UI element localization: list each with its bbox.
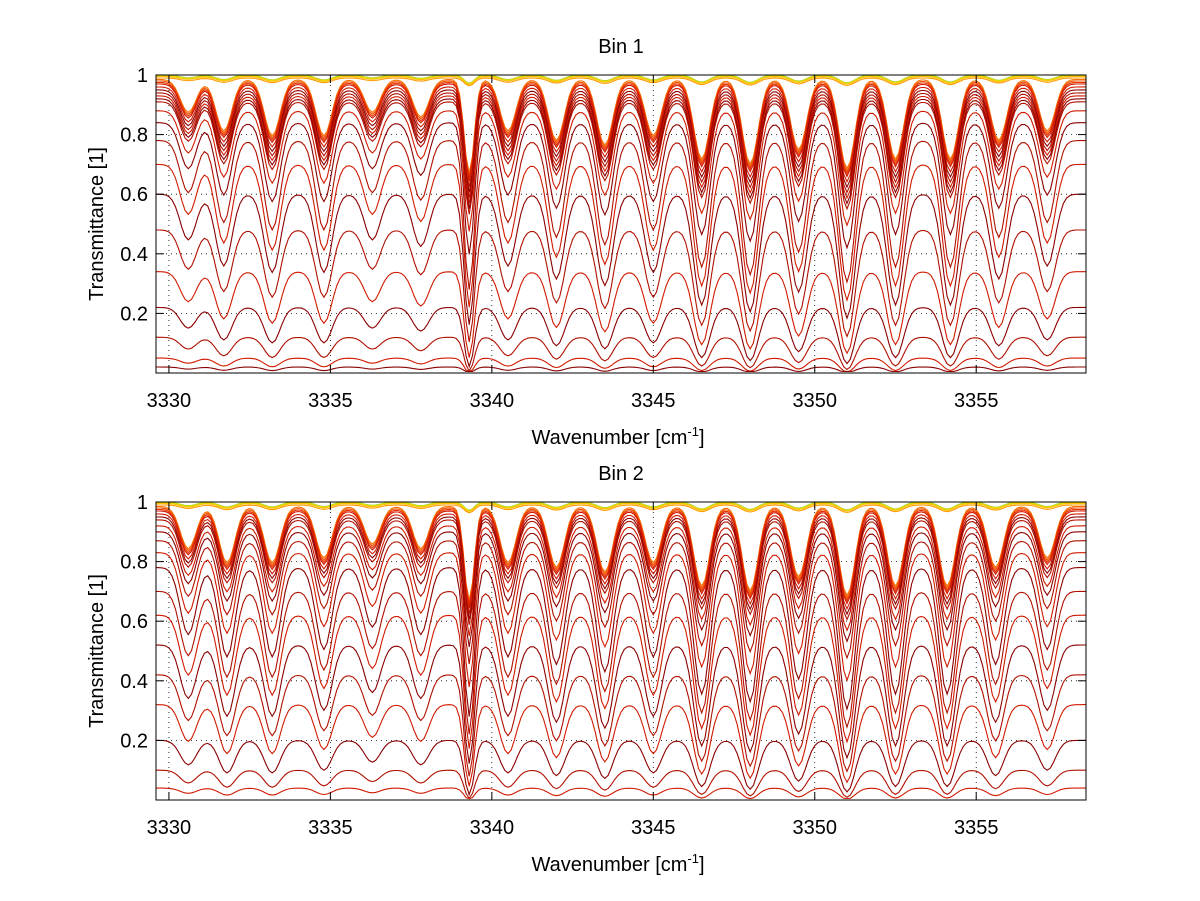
plot-area	[156, 502, 1086, 800]
x-tick-label: 3340	[470, 390, 515, 412]
series-line	[155, 193, 1086, 325]
series-line	[156, 504, 1086, 514]
series-line	[155, 336, 1086, 373]
series-line	[156, 110, 1086, 232]
series-line	[156, 614, 1086, 749]
series-line	[156, 787, 1086, 800]
series-line	[156, 95, 1086, 204]
series-line	[156, 501, 1086, 511]
series-line	[155, 531, 1086, 648]
y-tick-label: 1	[137, 65, 148, 87]
chart-panel-bin-1: Bin 1 3330 3335 3340 3345 3350 3355 0.2 0.4 0.6…	[86, 36, 1087, 449]
series-line	[156, 366, 1086, 373]
series-line	[156, 704, 1086, 787]
x-tick-label: 3355	[954, 390, 999, 412]
series-line	[156, 769, 1086, 800]
series-line	[155, 101, 1086, 215]
series-line	[156, 540, 1086, 665]
x-axis-ticks: 3330 3335 3340 3345 3350 3355	[147, 75, 999, 412]
x-tick-label: 3350	[793, 817, 838, 839]
series-line	[156, 78, 1086, 174]
series-line	[156, 75, 1086, 86]
series-line	[156, 122, 1086, 255]
series-line	[155, 163, 1086, 308]
x-tick-label: 3330	[147, 817, 192, 839]
series-line	[156, 77, 1086, 87]
series-group	[155, 501, 1086, 800]
plot-frame	[155, 74, 1087, 374]
series-line	[156, 89, 1086, 193]
series-line	[156, 644, 1086, 764]
series-line	[156, 552, 1086, 688]
series-line	[156, 75, 1086, 85]
chart-title: Bin 1	[598, 36, 644, 58]
y-tick-label: 0.4	[120, 671, 148, 693]
series-group	[155, 74, 1086, 373]
series-line	[156, 502, 1086, 512]
series-line	[155, 513, 1086, 614]
y-tick-label: 0.2	[120, 303, 148, 325]
x-tick-label: 3350	[793, 390, 838, 412]
x-tick-label: 3330	[147, 390, 192, 412]
series-line	[156, 80, 1086, 177]
series-line	[156, 140, 1086, 290]
x-tick-label: 3355	[954, 817, 999, 839]
y-tick-label: 0.8	[120, 125, 148, 147]
series-line	[156, 739, 1086, 797]
x-axis-ticks: 3330 3335 3340 3345 3350 3355	[147, 502, 999, 839]
x-tick-label: 3345	[631, 817, 676, 839]
x-axis-label: Wavenumber [cm-1]	[531, 424, 704, 449]
x-tick-label: 3335	[308, 390, 353, 412]
series-line	[155, 590, 1086, 735]
x-tick-label: 3335	[308, 817, 353, 839]
y-tick-label: 0.4	[120, 244, 148, 266]
series-line	[156, 510, 1086, 609]
y-axis-ticks: 0.2 0.4 0.6 0.8 1	[120, 65, 1086, 325]
series-line	[156, 271, 1086, 358]
y-tick-label: 0.8	[120, 552, 148, 574]
y-tick-label: 0.6	[120, 611, 148, 633]
x-tick-label: 3340	[470, 817, 515, 839]
series-line	[156, 507, 1086, 604]
y-axis-ticks: 0.2 0.4 0.6 0.8 1	[120, 492, 1086, 752]
series-line	[156, 98, 1086, 209]
plot-area	[156, 75, 1086, 373]
series-line	[155, 306, 1086, 369]
chart-panel-bin-2: Bin 2 3330 3335 3340 3345 3350 3355 0.2 0.4 0.6…	[86, 463, 1087, 876]
y-axis-label: Transmittance [1]	[86, 574, 108, 728]
chart-title: Bin 2	[598, 463, 644, 485]
series-line	[156, 92, 1086, 198]
x-tick-label: 3345	[631, 390, 676, 412]
series-line	[156, 229, 1086, 343]
series-line	[155, 83, 1086, 182]
y-axis-label: Transmittance [1]	[86, 147, 108, 301]
series-line	[156, 525, 1086, 636]
series-line	[156, 81, 1086, 179]
series-line	[155, 567, 1086, 717]
x-axis-label: Wavenumber [cm-1]	[531, 851, 704, 876]
series-line	[156, 674, 1086, 777]
y-tick-label: 1	[137, 492, 148, 514]
y-tick-label: 0.6	[120, 184, 148, 206]
series-line	[156, 508, 1086, 606]
series-line	[156, 357, 1086, 373]
series-line	[156, 502, 1086, 512]
plot-frame	[155, 501, 1087, 801]
y-tick-label: 0.2	[120, 730, 148, 752]
series-line	[155, 516, 1086, 620]
series-line	[155, 86, 1086, 187]
series-line	[156, 519, 1086, 625]
series-line	[156, 505, 1086, 601]
